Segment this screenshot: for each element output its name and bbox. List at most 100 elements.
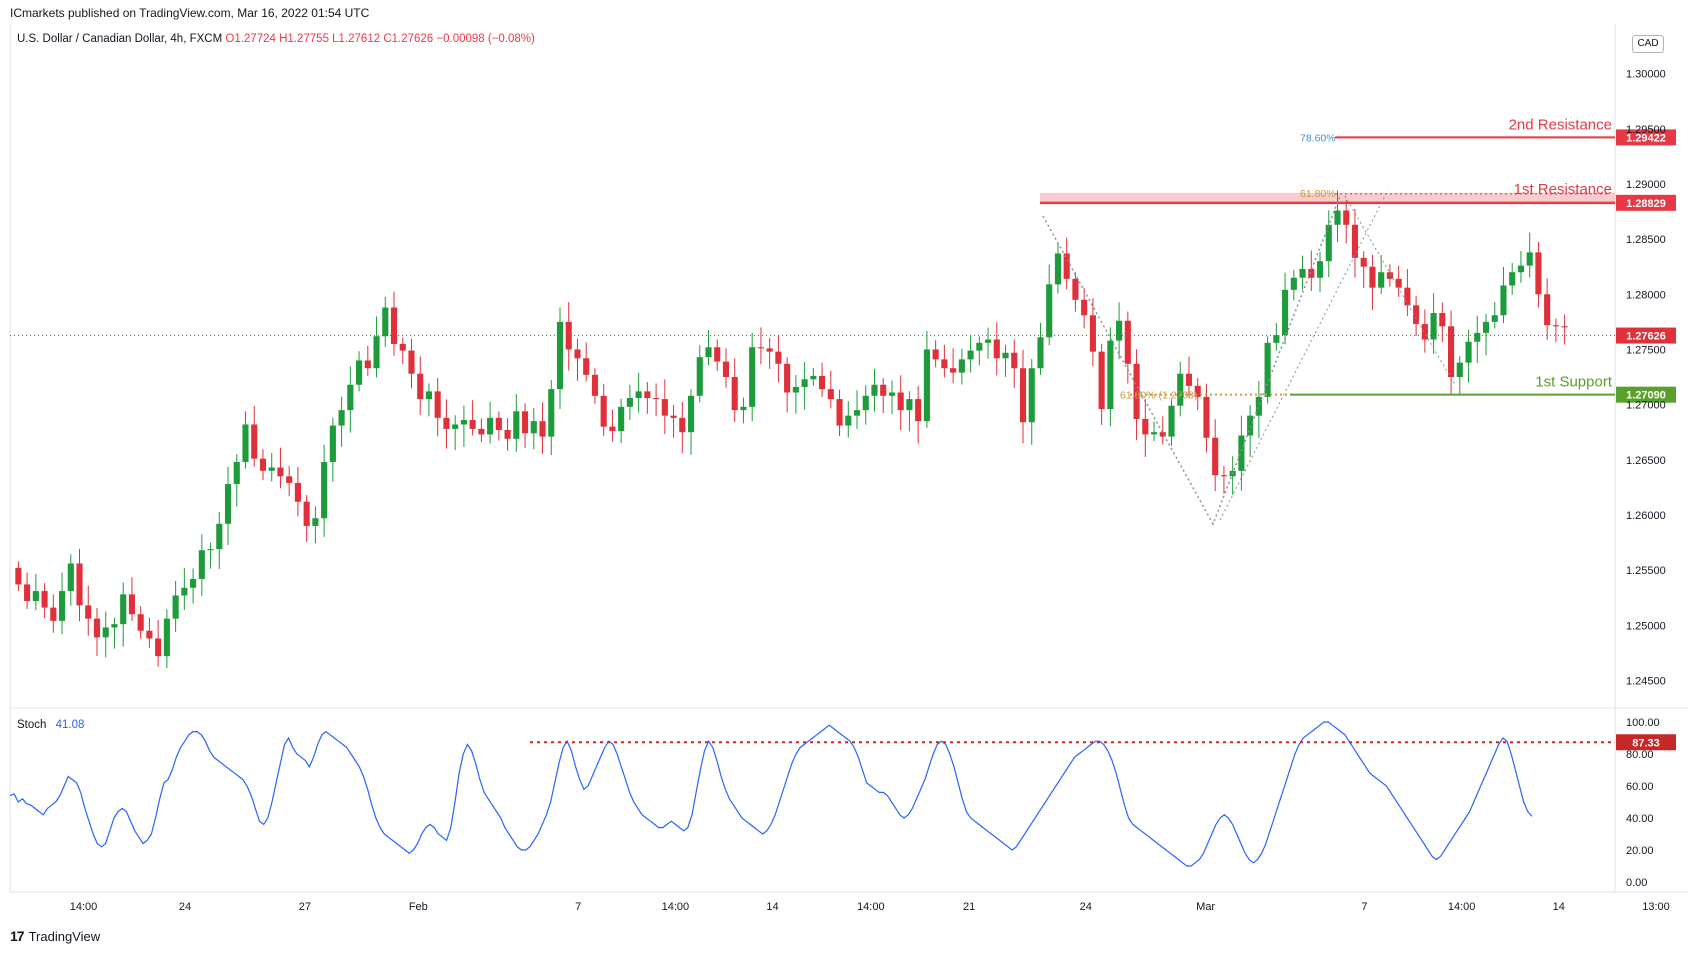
- candle-body: [1369, 266, 1376, 288]
- candle-body: [390, 307, 398, 344]
- symbol-legend: U.S. Dollar / Canadian Dollar, 4h, FXCM …: [17, 33, 535, 45]
- fib-786-label: 78.60%: [1300, 132, 1336, 144]
- candle-body: [163, 618, 170, 657]
- candle-body: [364, 360, 371, 369]
- time-tick-label: 24: [1080, 901, 1092, 913]
- candle-body: [888, 392, 896, 396]
- price-tick-label: 1.25500: [1626, 565, 1666, 577]
- candle-body: [268, 467, 275, 471]
- candle-body: [1413, 305, 1420, 325]
- candle-body: [1002, 352, 1009, 359]
- candle-body: [967, 350, 974, 360]
- candle-body: [294, 482, 301, 502]
- candle-body: [958, 359, 965, 373]
- candle-body: [1456, 362, 1463, 378]
- candlestick-series: [15, 190, 1568, 669]
- price-tick-label: 1.28500: [1626, 234, 1666, 246]
- candle-body: [1124, 320, 1131, 364]
- candle-body: [1220, 475, 1227, 477]
- fib-retracement-path-2: [1344, 195, 1456, 386]
- fib-retracement-path: [1042, 195, 1341, 526]
- stoch-tick-label: 20.00: [1626, 845, 1654, 857]
- tradingview-logo-icon: 17: [10, 928, 25, 944]
- time-tick-label: 14:00: [1448, 901, 1476, 913]
- candle-body: [425, 391, 433, 400]
- candle-body: [661, 399, 668, 416]
- candle-body: [146, 630, 153, 639]
- stoch-name: Stoch: [17, 719, 47, 731]
- candle-body: [1395, 278, 1402, 288]
- candle-body: [740, 406, 747, 411]
- candle-body: [1430, 313, 1437, 340]
- fib-618-bottom-label: 61.80% (1.2708): [1120, 390, 1198, 402]
- candle-body: [434, 391, 441, 418]
- candle-body: [714, 347, 721, 362]
- stochastic-pane: [9, 721, 1615, 867]
- candle-body: [836, 399, 843, 426]
- candle-body: [556, 321, 564, 390]
- first-resistance-label: 1st Resistance: [1514, 181, 1612, 198]
- candle-body: [181, 587, 188, 596]
- candle-body: [670, 415, 677, 418]
- candle-body: [321, 461, 328, 519]
- time-tick-label: 14:00: [662, 901, 690, 913]
- ohlc-values: O1.27724 H1.27755 L1.27612 C1.27626 −0.0…: [225, 33, 535, 45]
- candle-body: [644, 391, 651, 398]
- second-resistance-price-tag: 1.29422: [1626, 132, 1666, 144]
- candle-body: [1351, 224, 1359, 258]
- candle-body: [478, 428, 485, 435]
- candle-body: [993, 339, 1000, 359]
- candle-body: [1185, 373, 1193, 386]
- candle-body: [1386, 272, 1393, 279]
- candle-body: [626, 397, 633, 407]
- candle-body: [504, 429, 511, 439]
- candle-body: [871, 384, 878, 396]
- candle-body: [862, 395, 869, 411]
- first-support-price-tag: 1.27090: [1626, 390, 1666, 402]
- candle-body: [1072, 278, 1079, 300]
- time-tick-label: 7: [575, 901, 581, 913]
- candle-body: [784, 363, 791, 393]
- candle-body: [775, 351, 782, 364]
- candle-body: [1526, 252, 1533, 266]
- candle-body: [137, 614, 144, 631]
- candle-body: [1255, 396, 1262, 416]
- time-tick-label: 13:00: [1642, 901, 1670, 913]
- first-support-label: 1st Support: [1535, 374, 1613, 391]
- candle-body: [329, 425, 336, 462]
- candle-body: [1465, 341, 1472, 363]
- candle-body: [1360, 257, 1367, 267]
- candle-body: [801, 379, 808, 387]
- second-resistance-label: 2nd Resistance: [1509, 116, 1612, 133]
- candle-body: [41, 591, 48, 608]
- candle-body: [1142, 418, 1149, 435]
- candle-body: [356, 360, 363, 385]
- candle-body: [539, 421, 546, 437]
- candle-body: [827, 389, 834, 400]
- candle-body: [1552, 325, 1559, 327]
- tradingview-footer[interactable]: 17 TradingView: [10, 928, 100, 944]
- candle-body: [722, 361, 730, 378]
- candle-body: [521, 411, 529, 434]
- candle-body: [198, 550, 205, 579]
- time-tick-label: Mar: [1196, 901, 1215, 913]
- candle-body: [513, 411, 520, 439]
- candle-body: [915, 399, 922, 422]
- currency-badge[interactable]: CAD: [1632, 35, 1664, 53]
- candle-body: [548, 389, 555, 437]
- candle-body: [224, 484, 232, 524]
- candle-body: [923, 349, 930, 422]
- candle-body: [565, 321, 572, 350]
- second-resistance-price-tag-bg: [1616, 129, 1676, 146]
- candle-body: [1439, 313, 1446, 327]
- candle-body: [1089, 315, 1096, 352]
- stoch-level-tag: 87.33: [1632, 737, 1660, 749]
- candle-body: [1107, 340, 1114, 410]
- candle-body: [286, 476, 293, 483]
- candle-body: [1299, 268, 1306, 278]
- candle-body: [347, 384, 354, 411]
- candle-body: [373, 336, 380, 369]
- candle-body: [574, 349, 581, 359]
- candle-body: [600, 395, 607, 427]
